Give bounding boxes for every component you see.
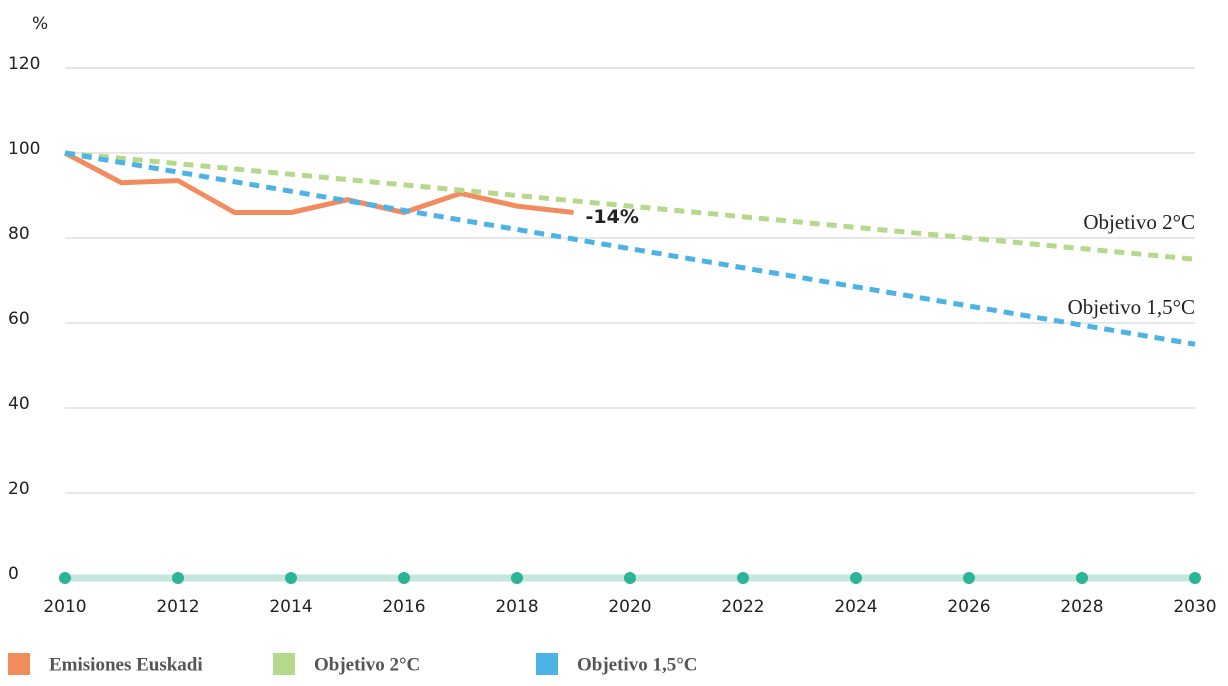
x-tick-label: 2028 xyxy=(1060,597,1103,617)
series-line xyxy=(64,150,1196,262)
x-tick-label: 2012 xyxy=(156,597,199,617)
x-tick-dot xyxy=(59,572,71,584)
x-tick-label: 2020 xyxy=(608,597,651,617)
y-tick-label: 120 xyxy=(8,54,40,74)
x-tick-dot xyxy=(624,572,636,584)
legend-swatch xyxy=(273,653,295,675)
x-tick-dot xyxy=(1189,572,1201,584)
legend-swatch xyxy=(536,653,558,675)
x-tick-dot xyxy=(511,572,523,584)
y-tick-label: 0 xyxy=(8,564,19,584)
legend-swatch xyxy=(8,653,30,675)
x-tick-label: 2010 xyxy=(43,597,86,617)
line-label: Objetivo 2°C xyxy=(1083,210,1195,234)
x-tick-dot xyxy=(172,572,184,584)
x-tick-label: 2030 xyxy=(1173,597,1216,617)
x-tick-label: 2022 xyxy=(721,597,764,617)
end-label: -14% xyxy=(586,206,639,228)
x-tick-dot xyxy=(398,572,410,584)
x-tick-label: 2016 xyxy=(382,597,425,617)
x-tick-dot xyxy=(1076,572,1088,584)
y-axis-label: % xyxy=(32,14,48,34)
series-line xyxy=(64,150,1196,347)
x-tick-dot xyxy=(737,572,749,584)
y-tick-label: 60 xyxy=(8,309,30,329)
x-tick-label: 2024 xyxy=(834,597,877,617)
legend-label: Emisiones Euskadi xyxy=(49,654,203,675)
legend-label: Objetivo 2°C xyxy=(314,654,420,675)
x-tick-dot xyxy=(850,572,862,584)
y-tick-label: 20 xyxy=(8,479,30,499)
legend-label: Objetivo 1,5°C xyxy=(577,654,698,675)
x-tick-label: 2014 xyxy=(269,597,312,617)
y-tick-label: 40 xyxy=(8,394,30,414)
line-label: Objetivo 1,5°C xyxy=(1068,295,1195,319)
x-tick-dot xyxy=(963,572,975,584)
x-tick-label: 2026 xyxy=(947,597,990,617)
x-tick-dot xyxy=(285,572,297,584)
x-tick-label: 2018 xyxy=(495,597,538,617)
y-tick-label: 80 xyxy=(8,224,30,244)
series-line xyxy=(63,150,574,215)
y-tick-label: 100 xyxy=(8,139,40,159)
